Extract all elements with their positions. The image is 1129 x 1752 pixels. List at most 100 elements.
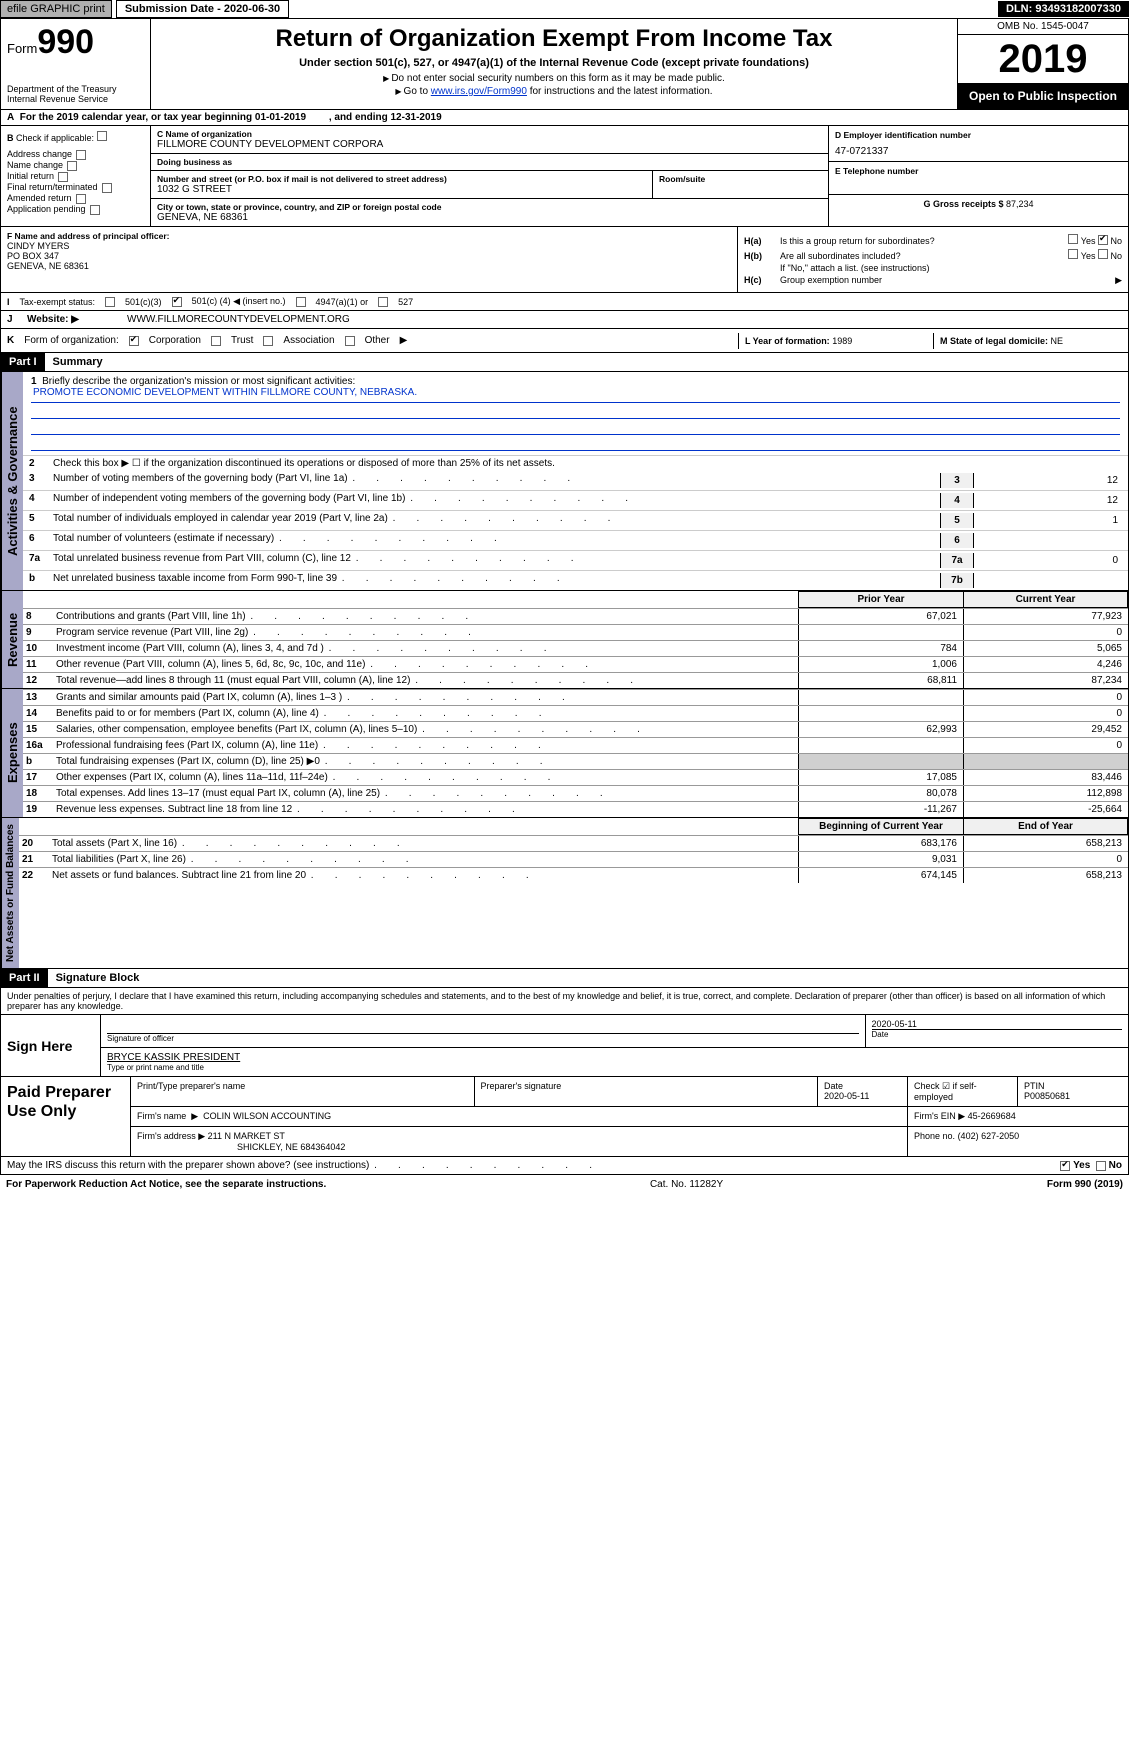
checkbox-icon[interactable]	[67, 161, 77, 171]
sig-officer-label: Signature of officer	[107, 1033, 859, 1043]
checkbox-checked-icon[interactable]	[129, 336, 139, 346]
paid-line2: Firm's name ▶ COLIN WILSON ACCOUNTING Fi…	[131, 1107, 1128, 1127]
submission-date: Submission Date - 2020-06-30	[116, 0, 289, 18]
checkbox-icon[interactable]	[378, 297, 388, 307]
col-b-item: Address change	[7, 149, 144, 160]
m-val: NE	[1051, 336, 1064, 346]
checkbox-icon[interactable]	[105, 297, 115, 307]
row-a-text: For the 2019 calendar year, or tax year …	[20, 112, 306, 123]
irs-link[interactable]: www.irs.gov/Form990	[431, 86, 527, 97]
checkbox-icon[interactable]	[1096, 1161, 1106, 1171]
signature-block: Under penalties of perjury, I declare th…	[0, 988, 1129, 1077]
hc-line: H(c) Group exemption number ▶	[744, 275, 1122, 286]
checkbox-icon[interactable]	[1068, 234, 1078, 244]
discuss-yes: Yes	[1073, 1160, 1090, 1171]
city-val: GENEVA, NE 68361	[157, 212, 822, 223]
line-text: Net unrelated business taxable income fr…	[53, 573, 940, 584]
opt-corp: Corporation	[149, 335, 201, 346]
checkbox-icon[interactable]	[296, 297, 306, 307]
501c-post: )	[228, 296, 231, 306]
col-begin: Beginning of Current Year	[798, 818, 963, 835]
line-val	[974, 533, 1124, 537]
dba-label: Doing business as	[157, 157, 822, 167]
fin-num: 12	[23, 673, 53, 688]
fin-text: Total fundraising expenses (Part IX, col…	[53, 754, 798, 769]
fin-num: 20	[19, 836, 49, 851]
prep-name-cell: Print/Type preparer's name	[131, 1077, 475, 1106]
fin-text: Other expenses (Part IX, column (A), lin…	[53, 770, 798, 785]
fin-row: 21 Total liabilities (Part X, line 26) 9…	[19, 851, 1128, 867]
firm-addr2: SHICKLEY, NE 684364042	[137, 1142, 901, 1152]
line-num: 3	[27, 473, 53, 484]
fin-row: 18 Total expenses. Add lines 13–17 (must…	[23, 785, 1128, 801]
footer-right: Form 990 (2019)	[1047, 1179, 1123, 1190]
col-b-item: Final return/terminated	[7, 182, 144, 193]
l-label: L Year of formation:	[745, 336, 830, 346]
side-tab-net: Net Assets or Fund Balances	[1, 818, 19, 968]
paid-grid: Print/Type preparer's name Preparer's si…	[131, 1077, 1128, 1156]
summary-line: 5 Total number of individuals employed i…	[23, 510, 1128, 530]
checkbox-icon[interactable]	[76, 194, 86, 204]
fin-prior: 784	[798, 641, 963, 656]
fin-row: 20 Total assets (Part X, line 16) 683,17…	[19, 835, 1128, 851]
paid-preparer: Paid Preparer Use Only Print/Type prepar…	[0, 1077, 1129, 1157]
item-label: Amended return	[7, 193, 72, 203]
website-link[interactable]: WWW.FILLMORECOUNTYDEVELOPMENT.ORG	[127, 314, 350, 325]
name-title: BRYCE KASSIK PRESIDENT	[107, 1052, 1122, 1063]
fin-prior: 62,993	[798, 722, 963, 737]
fin-prior	[798, 706, 963, 721]
fin-prior: 17,085	[798, 770, 963, 785]
checkbox-checked-icon[interactable]	[1098, 235, 1108, 245]
fin-current: 77,923	[963, 609, 1128, 624]
header-left: Form990 Department of the Treasury Inter…	[1, 19, 151, 109]
f-label: F Name and address of principal officer:	[7, 231, 731, 241]
fin-current: 0	[963, 690, 1128, 705]
prep-check-cell: Check ☑ if self-employed	[908, 1077, 1018, 1106]
dba-cell: Doing business as	[151, 154, 828, 170]
checkbox-icon[interactable]	[1098, 249, 1108, 259]
row-lm: L Year of formation: 1989 M State of leg…	[738, 333, 1128, 349]
checkbox-icon[interactable]	[90, 205, 100, 215]
checkbox-checked-icon[interactable]	[172, 297, 182, 307]
side-tab-rev: Revenue	[1, 591, 23, 688]
org-name: FILLMORE COUNTY DEVELOPMENT CORPORA	[157, 139, 822, 150]
mission-block: 1 Briefly describe the organization's mi…	[23, 372, 1128, 455]
checkbox-icon[interactable]	[76, 150, 86, 160]
fin-text: Total assets (Part X, line 16)	[49, 836, 798, 851]
sig-officer-space	[107, 1019, 859, 1033]
fin-prior: 674,145	[798, 868, 963, 883]
net-hdr-spacer	[19, 818, 798, 835]
checkbox-icon[interactable]	[102, 183, 112, 193]
fin-current: 83,446	[963, 770, 1128, 785]
line-box: 7a	[940, 553, 974, 568]
checkbox-icon[interactable]	[345, 336, 355, 346]
checkbox-icon[interactable]	[58, 172, 68, 182]
fin-num: 21	[19, 852, 49, 867]
name-title-label: Type or print name and title	[107, 1063, 1122, 1072]
checkbox-checked-icon[interactable]	[1060, 1161, 1070, 1171]
prep-date-label: Date	[824, 1081, 901, 1091]
checkbox-icon[interactable]	[211, 336, 221, 346]
k-lead: K	[7, 335, 14, 346]
fin-current: 5,065	[963, 641, 1128, 656]
phone-label: E Telephone number	[835, 166, 1122, 176]
prep-check-label: Check ☑ if self-employed	[914, 1081, 1011, 1102]
fin-current: 29,452	[963, 722, 1128, 737]
row-i: I Tax-exempt status: 501(c)(3) 501(c) (4…	[0, 293, 1129, 311]
gross-cell: G Gross receipts $ 87,234	[829, 195, 1128, 213]
rev-hdr: Prior Year Current Year	[23, 591, 1128, 608]
fin-text: Benefits paid to or for members (Part IX…	[53, 706, 798, 721]
phone-cell: E Telephone number	[829, 162, 1128, 195]
checkbox-icon[interactable]	[263, 336, 273, 346]
sign-here-label: Sign Here	[1, 1015, 101, 1076]
header-center: Return of Organization Exempt From Incom…	[151, 19, 958, 109]
prep-date-cell: Date 2020-05-11	[818, 1077, 908, 1106]
item-label: Initial return	[7, 171, 54, 181]
fin-current: 658,213	[963, 868, 1128, 883]
opt-527: 527	[398, 297, 413, 307]
dln: DLN: 93493182007330	[998, 1, 1129, 17]
fin-text: Investment income (Part VIII, column (A)…	[53, 641, 798, 656]
fin-prior: 67,021	[798, 609, 963, 624]
checkbox-icon[interactable]	[1068, 249, 1078, 259]
sig-date: 2020-05-11	[872, 1019, 1123, 1029]
